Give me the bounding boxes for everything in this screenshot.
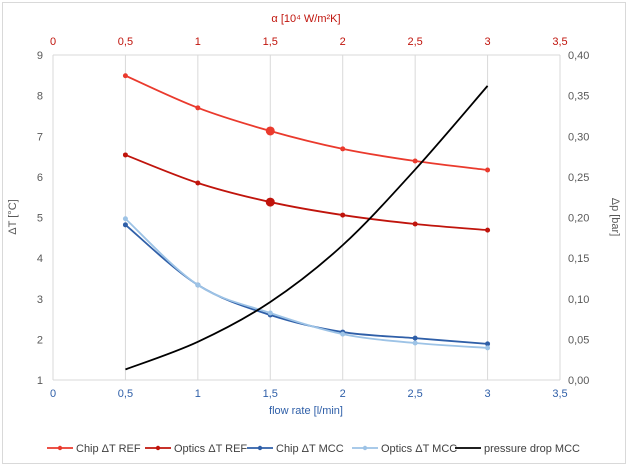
data-point — [122, 152, 128, 158]
data-point — [195, 105, 201, 111]
y-tick-label: 3 — [37, 294, 43, 306]
data-point — [122, 222, 128, 228]
y-tick-label: 5 — [37, 213, 43, 225]
top-tick-label: 3 — [485, 36, 491, 48]
data-point — [412, 340, 418, 346]
data-point — [122, 216, 128, 222]
data-point — [485, 345, 491, 351]
x-tick-label: 1,5 — [263, 388, 278, 400]
top-tick-label: 2,5 — [407, 36, 422, 48]
x-axis-title: flow rate [l/min] — [269, 405, 343, 417]
top-tick-label: 0,5 — [118, 36, 133, 48]
data-point — [265, 126, 275, 136]
series-line — [124, 224, 488, 345]
grid — [52, 54, 561, 381]
legend-label: Optics ΔT REF — [174, 443, 247, 455]
data-point — [412, 221, 418, 227]
chart-frame — [2, 2, 626, 464]
data-point — [265, 197, 275, 207]
y2-tick-label: 0,40 — [568, 50, 589, 62]
data-point — [122, 73, 128, 79]
data-point — [485, 341, 491, 347]
legend-marker — [155, 445, 161, 451]
y2-tick-label: 0,10 — [568, 294, 589, 306]
x-tick-label: 2,5 — [407, 388, 422, 400]
top-tick-label: 0 — [50, 36, 56, 48]
top-tick-label: 2 — [340, 36, 346, 48]
y2-tick-label: 0,30 — [568, 131, 589, 143]
y-tick-label: 7 — [37, 131, 43, 143]
legend-label: Chip ΔT MCC — [276, 443, 344, 455]
y-tick-label: 6 — [37, 172, 43, 184]
legend-marker — [362, 445, 368, 451]
top-axis-title: α [10⁴ W/m²K] — [271, 13, 340, 25]
y-tick-label: 4 — [37, 253, 43, 265]
data-point — [412, 158, 418, 164]
x-tick-label: 3 — [485, 388, 491, 400]
y-tick-label: 9 — [37, 50, 43, 62]
y2-tick-label: 0,25 — [568, 172, 589, 184]
top-tick-label: 3,5 — [552, 36, 567, 48]
y2-tick-label: 0,15 — [568, 253, 589, 265]
data-point — [485, 167, 491, 173]
data-point — [195, 282, 201, 288]
y-axis-title: ΔT [°C] — [7, 199, 19, 234]
series-line — [125, 85, 489, 371]
data-point — [195, 180, 201, 186]
y-tick-label: 1 — [37, 375, 43, 387]
series-line — [125, 74, 488, 171]
data-point — [340, 212, 346, 218]
y-tick-label: 8 — [37, 91, 43, 103]
legend-label: Optics ΔT MCC — [381, 443, 457, 455]
x-tick-label: 0,5 — [118, 388, 133, 400]
y2-tick-label: 0,20 — [568, 213, 589, 225]
data-point — [485, 227, 491, 233]
y2-axis-title: Δp [bar] — [609, 198, 621, 237]
data-point — [340, 146, 346, 152]
top-tick-label: 1,5 — [263, 36, 278, 48]
legend-marker — [57, 445, 63, 451]
x-tick-label: 0 — [50, 388, 56, 400]
x-tick-label: 3,5 — [552, 388, 567, 400]
series-line — [124, 218, 488, 349]
y2-tick-label: 0,05 — [568, 334, 589, 346]
legend-marker — [257, 445, 263, 451]
y2-tick-label: 0,00 — [568, 375, 589, 387]
data-point — [412, 335, 418, 341]
x-tick-label: 2 — [340, 388, 346, 400]
data-point — [340, 331, 346, 337]
data-point — [267, 310, 273, 316]
legend-label: pressure drop MCC — [484, 443, 580, 455]
y2-tick-label: 0,35 — [568, 91, 589, 103]
top-tick-label: 1 — [195, 36, 201, 48]
series-line — [125, 154, 488, 231]
legend: Chip ΔT REF Optics ΔT REF Chip ΔT MCC Optic… — [47, 443, 580, 455]
legend-label: Chip ΔT REF — [76, 443, 141, 455]
x-tick-label: 1 — [195, 388, 201, 400]
y-tick-label: 2 — [37, 334, 43, 346]
